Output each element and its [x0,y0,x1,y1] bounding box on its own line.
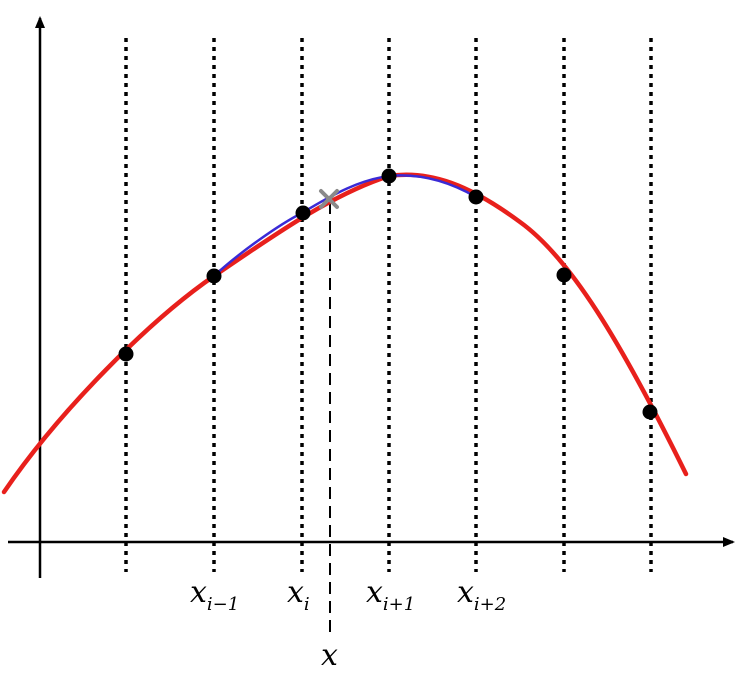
sample-point-4 [381,168,397,184]
sample-gridlines [124,38,653,572]
sample-point-2 [206,268,222,284]
label-x-i: xi [287,575,310,615]
label-x-query: x [321,638,338,673]
sample-point-7 [642,404,658,420]
sample-point-1 [118,346,134,362]
sample-points [118,168,658,420]
sample-point-5 [468,189,484,205]
label-x-i-plus-1: xi+1 [366,575,415,615]
interpolant-curve [213,174,477,277]
function-curve [1,172,689,495]
label-x-i-minus-1: xi−1 [190,575,239,615]
query-cross-icon [319,189,339,209]
label-x-i-plus-2: xi+2 [457,575,506,615]
sample-point-6 [556,267,572,283]
sample-point-3 [295,205,311,221]
